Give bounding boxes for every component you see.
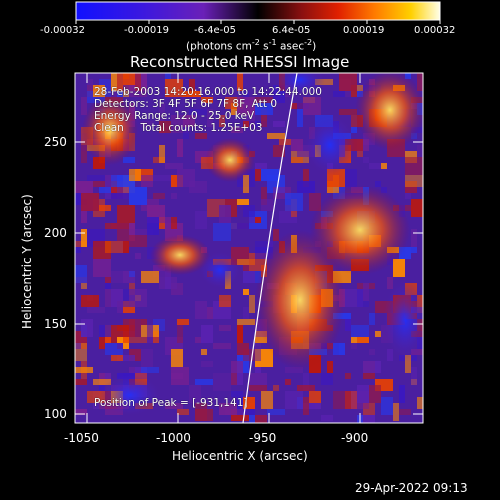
colorbar-tick-label: 0.00019: [343, 25, 385, 36]
x-axis-ticks: [86, 73, 361, 423]
y-axis-label: Heliocentric Y (arcsec): [20, 194, 34, 329]
info-energy: Energy Range: 12.0 - 25.0 keV: [94, 110, 255, 122]
x-tick-label: -1050: [64, 431, 99, 445]
colorbar-tick-label: -0.00019: [124, 25, 169, 36]
colorbar-units: (photons cm-2 s-1 asec-2): [186, 38, 317, 53]
colorbar-tick-label: -6.4e-05: [194, 25, 236, 36]
x-axis-label: Heliocentric X (arcsec): [172, 449, 308, 463]
colorbar-tick-label: -0.00032: [40, 25, 85, 36]
render-timestamp: 29-Apr-2022 09:13: [355, 481, 468, 495]
info-detectors: Detectors: 3F 4F 5F 6F 7F 8F, Att 0: [94, 98, 278, 110]
rhessi-image: [75, 73, 423, 423]
y-tick-label: 200: [44, 226, 67, 240]
y-tick-label: 100: [44, 407, 67, 421]
colorbar-tick-label: 6.4e-05: [272, 25, 311, 36]
solar-limb-line: [242, 73, 298, 423]
plot-frame: [74, 72, 424, 424]
y-tick-label: 250: [44, 135, 67, 149]
colorbar-ticks: [75, 20, 441, 24]
info-time-range: 28-Feb-2003 14:20:16.000 to 14:22:44.000: [94, 86, 322, 98]
info-clean-counts: Clean Total counts: 1.25E+03: [94, 122, 263, 134]
info-peak-position: Position of Peak = [-931,141]: [94, 397, 248, 409]
x-tick-label: -900: [341, 431, 369, 445]
y-axis-ticks: [75, 141, 423, 415]
colorbar: [75, 1, 441, 21]
y-tick-label: 150: [44, 317, 67, 331]
x-tick-label: -950: [249, 431, 277, 445]
x-tick-label: -1000: [156, 431, 191, 445]
plot-title: Reconstructed RHESSI Image: [130, 53, 350, 71]
colorbar-tick-label: 0.00032: [414, 25, 456, 36]
